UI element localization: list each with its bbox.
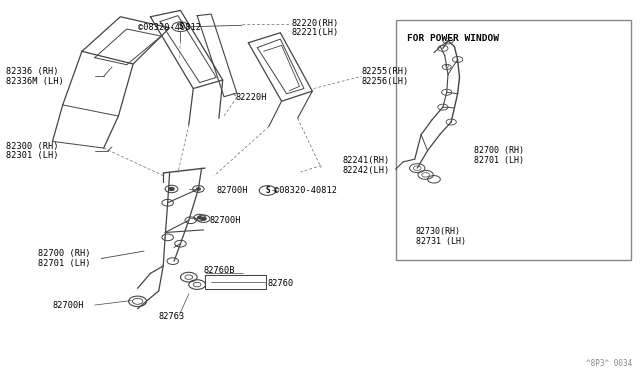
Text: ©08320-40812: ©08320-40812 [274,186,337,195]
Bar [205,275,266,289]
Text: 82701 (LH): 82701 (LH) [474,156,524,165]
Text: 82300 (RH): 82300 (RH) [6,142,59,151]
Text: 82760: 82760 [268,279,294,288]
Text: 82760B: 82760B [204,266,235,275]
Text: U: U [445,64,449,70]
Text: S: S [265,186,270,195]
Text: 82700 (RH): 82700 (RH) [38,249,91,258]
Text: 82700 (RH): 82700 (RH) [474,146,524,155]
Text: ©08320-40812: ©08320-40812 [138,23,200,32]
Text: 82700H: 82700H [216,186,248,195]
Text: 82336M (LH): 82336M (LH) [6,77,64,86]
Circle shape [198,217,202,219]
Text: 82701 (LH): 82701 (LH) [38,259,91,268]
Bar [396,20,631,260]
Circle shape [201,217,206,220]
Text: 82336 (RH): 82336 (RH) [6,67,59,76]
Text: 82220(RH): 82220(RH) [291,19,339,28]
Text: 82220H: 82220H [236,93,267,102]
Text: 82731 (LH): 82731 (LH) [416,237,466,246]
Text: 82301 (LH): 82301 (LH) [6,151,59,160]
Circle shape [169,187,174,190]
Text: 82221(LH): 82221(LH) [291,28,339,37]
Text: 82242(LH): 82242(LH) [342,166,390,175]
Text: 82700H: 82700H [52,301,84,310]
Text: FOR POWER WINDOW: FOR POWER WINDOW [407,34,499,43]
Text: 82763: 82763 [159,312,185,321]
Text: 82256(LH): 82256(LH) [362,77,409,86]
Text: S: S [178,22,183,31]
Text: 82241(RH): 82241(RH) [342,156,390,165]
Circle shape [196,188,200,190]
Text: ^8P3^ 0034: ^8P3^ 0034 [586,359,632,368]
Text: 82255(RH): 82255(RH) [362,67,409,76]
Text: 82700H: 82700H [210,216,241,225]
Text: 82730(RH): 82730(RH) [416,227,461,236]
